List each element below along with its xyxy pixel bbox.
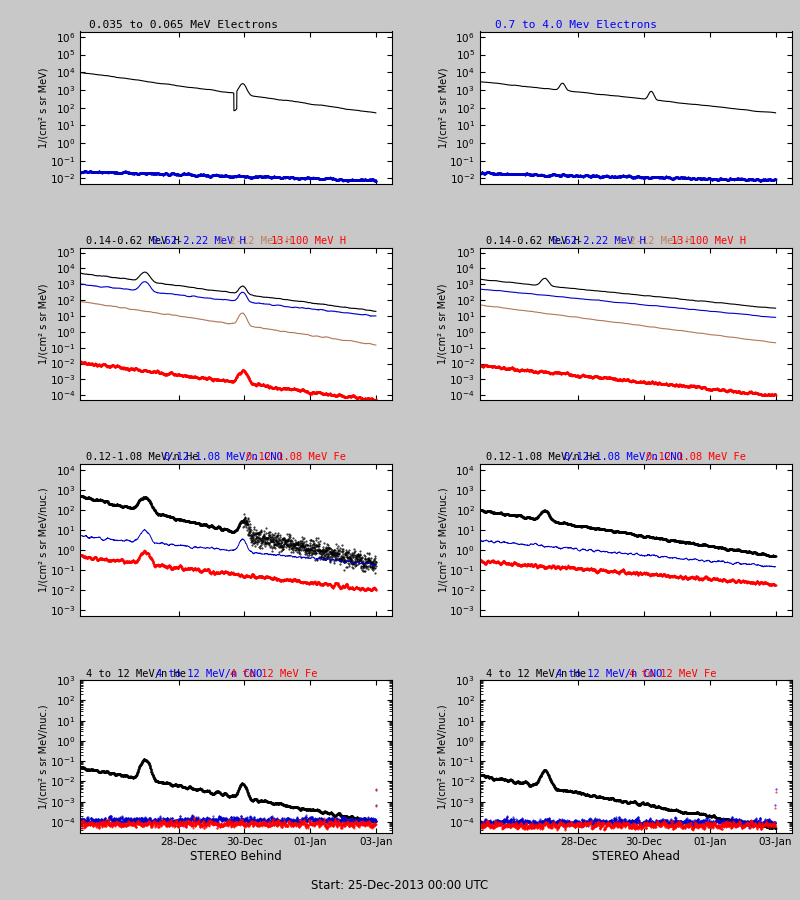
Text: 0.62-2.22 MeV H: 0.62-2.22 MeV H bbox=[152, 236, 246, 247]
Y-axis label: 1/(cm² s sr MeV/nuc.): 1/(cm² s sr MeV/nuc.) bbox=[38, 704, 48, 809]
Text: 0.12-1.08 MeV/n CNO: 0.12-1.08 MeV/n CNO bbox=[564, 453, 682, 463]
Y-axis label: 1/(cm² s sr MeV/nuc.): 1/(cm² s sr MeV/nuc.) bbox=[438, 488, 448, 592]
Text: 4 to 12 MeV Fe: 4 to 12 MeV Fe bbox=[630, 669, 717, 679]
Text: 13-100 MeV H: 13-100 MeV H bbox=[670, 236, 746, 247]
Text: 13-100 MeV H: 13-100 MeV H bbox=[271, 236, 346, 247]
Text: 0.14-0.62 MeV H: 0.14-0.62 MeV H bbox=[486, 236, 580, 247]
Y-axis label: 1/(cm² s sr MeV/nuc.): 1/(cm² s sr MeV/nuc.) bbox=[438, 704, 448, 809]
Text: 4 to 12 MeV/n CNO: 4 to 12 MeV/n CNO bbox=[156, 669, 262, 679]
Text: 2.2-12 MeV H: 2.2-12 MeV H bbox=[617, 236, 692, 247]
Y-axis label: 1/(cm² s sr MeV): 1/(cm² s sr MeV) bbox=[438, 284, 448, 364]
Text: 4 to 12 MeV/n CNO: 4 to 12 MeV/n CNO bbox=[556, 669, 662, 679]
X-axis label: STEREO Ahead: STEREO Ahead bbox=[592, 850, 680, 863]
Text: 0.035 to 0.065 MeV Electrons: 0.035 to 0.065 MeV Electrons bbox=[90, 20, 278, 30]
Text: 4 to 12 MeV/n He: 4 to 12 MeV/n He bbox=[486, 669, 586, 679]
Text: 0.12-1.08 MeV/n He: 0.12-1.08 MeV/n He bbox=[86, 453, 198, 463]
Text: 0.12-1.08 MeV/n CNO: 0.12-1.08 MeV/n CNO bbox=[164, 453, 282, 463]
X-axis label: STEREO Behind: STEREO Behind bbox=[190, 850, 282, 863]
Y-axis label: 1/(cm² s sr MeV): 1/(cm² s sr MeV) bbox=[38, 68, 48, 148]
Text: Start: 25-Dec-2013 00:00 UTC: Start: 25-Dec-2013 00:00 UTC bbox=[311, 879, 489, 892]
Text: 0.14-0.62 MeV H: 0.14-0.62 MeV H bbox=[86, 236, 180, 247]
Text: 4 to 12 MeV/n He: 4 to 12 MeV/n He bbox=[86, 669, 186, 679]
Text: 0.12-1.08 MeV Fe: 0.12-1.08 MeV Fe bbox=[246, 453, 346, 463]
Y-axis label: 1/(cm² s sr MeV): 1/(cm² s sr MeV) bbox=[438, 68, 448, 148]
Y-axis label: 1/(cm² s sr MeV/nuc.): 1/(cm² s sr MeV/nuc.) bbox=[38, 488, 48, 592]
Text: 0.7 to 4.0 Mev Electrons: 0.7 to 4.0 Mev Electrons bbox=[495, 20, 658, 30]
Y-axis label: 1/(cm² s sr MeV): 1/(cm² s sr MeV) bbox=[38, 284, 48, 364]
Text: 0.12-1.08 MeV/n He: 0.12-1.08 MeV/n He bbox=[486, 453, 598, 463]
Text: 0.62-2.22 MeV H: 0.62-2.22 MeV H bbox=[551, 236, 646, 247]
Text: 4 to 12 MeV Fe: 4 to 12 MeV Fe bbox=[230, 669, 317, 679]
Text: 0.12-1.08 MeV Fe: 0.12-1.08 MeV Fe bbox=[646, 453, 746, 463]
Text: 2.2-12 MeV H: 2.2-12 MeV H bbox=[218, 236, 293, 247]
